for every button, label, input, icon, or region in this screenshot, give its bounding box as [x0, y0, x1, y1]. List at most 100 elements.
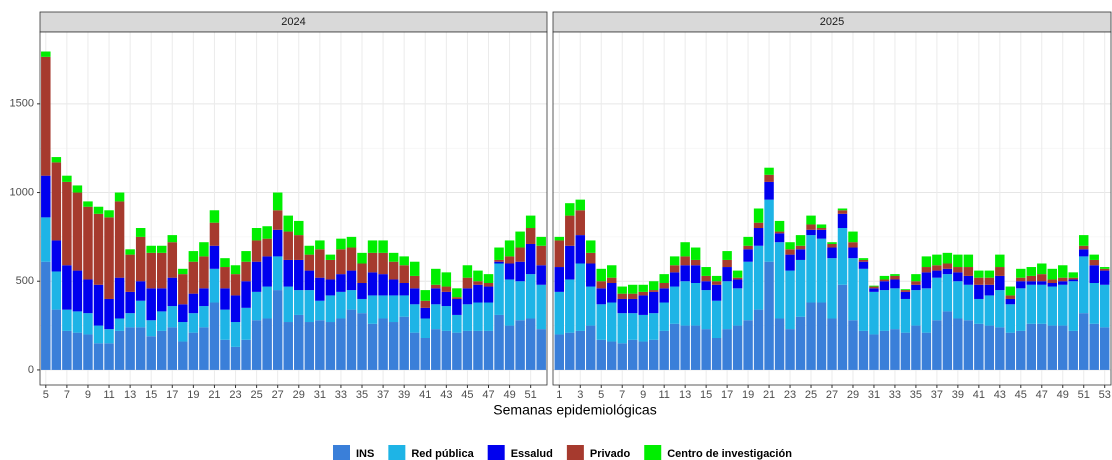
- bar-segment: [753, 222, 764, 229]
- bar-segment: [188, 293, 199, 314]
- bar-segment: [135, 300, 146, 328]
- bar-segment: [315, 240, 325, 250]
- bar-segment: [785, 254, 795, 271]
- bar-segment: [251, 240, 262, 262]
- bar-segment: [272, 192, 283, 211]
- bar-segment: [816, 228, 827, 230]
- bar-segment: [774, 318, 785, 370]
- x-tick-label: 11: [103, 389, 114, 401]
- bar-segment: [104, 298, 114, 330]
- bar-segment: [315, 277, 325, 301]
- bar-segment: [114, 330, 125, 370]
- bar-segment: [1099, 270, 1110, 285]
- bar-segment: [93, 325, 104, 344]
- bar-segment: [816, 224, 827, 229]
- x-tick-label: 11: [658, 389, 669, 401]
- bar-segment: [452, 332, 462, 370]
- bar-segment: [157, 288, 167, 312]
- bar-segment: [764, 181, 774, 200]
- bar-segment: [743, 249, 753, 262]
- bar-segment: [837, 228, 848, 285]
- bar-segment: [806, 215, 816, 225]
- x-tick-label: 23: [784, 389, 796, 401]
- bar-segment: [911, 274, 921, 282]
- bar-segment: [586, 325, 596, 370]
- bar-segment: [230, 346, 241, 370]
- bar-segment: [879, 279, 890, 282]
- bar-segment: [441, 286, 452, 292]
- x-tick-label: 37: [377, 389, 389, 401]
- x-tick-label: 45: [461, 389, 473, 401]
- bar-segment: [659, 288, 669, 303]
- bar-segment: [462, 330, 473, 370]
- bar-segment: [367, 240, 378, 253]
- bar-segment: [483, 274, 494, 284]
- bar-segment: [984, 325, 995, 370]
- panel-border: [39, 31, 548, 386]
- x-tick-label: 13: [124, 389, 136, 401]
- bar-segment: [536, 265, 546, 285]
- bar-segment: [565, 203, 575, 216]
- bar-segment: [1047, 283, 1057, 287]
- bar-segment: [816, 238, 827, 303]
- bar-segment: [504, 325, 515, 370]
- bar-segment: [575, 199, 585, 211]
- x-tick-label: 49: [1057, 389, 1069, 401]
- x-tick-label: 53: [1099, 389, 1111, 401]
- bar-segment: [272, 229, 283, 257]
- bar-segment: [638, 291, 648, 296]
- x-tick-label: 19: [187, 389, 199, 401]
- strip-title: 2025: [820, 16, 844, 28]
- bar-segment: [420, 290, 430, 301]
- bar-segment: [378, 252, 388, 275]
- bar-segment: [648, 313, 659, 340]
- bar-segment: [262, 286, 272, 319]
- bar-segment: [795, 245, 806, 250]
- bar-segment: [473, 330, 483, 370]
- bar-segment: [690, 247, 701, 260]
- bar-segment: [304, 254, 315, 271]
- bar-segment: [420, 337, 430, 370]
- bar-segment: [483, 286, 494, 303]
- x-tick-label: 17: [166, 389, 178, 401]
- bar-segment: [1016, 268, 1026, 278]
- bar-segment: [617, 293, 627, 299]
- bar-segment: [890, 274, 900, 276]
- bar-segment: [125, 313, 135, 328]
- bar-segment: [774, 233, 785, 243]
- bar-segment: [659, 274, 669, 284]
- bar-segment: [921, 288, 932, 333]
- bar-segment: [1058, 277, 1068, 282]
- bar-segment: [420, 318, 430, 338]
- bar-segment: [209, 222, 220, 246]
- bar-segment: [669, 256, 680, 266]
- bar-segment: [837, 213, 848, 229]
- bar-segment: [209, 210, 220, 223]
- bar-segment: [795, 316, 806, 370]
- bar-segment: [473, 284, 483, 303]
- x-tick-label: 37: [931, 389, 943, 401]
- bar-segment: [125, 327, 135, 370]
- bar-segment: [1079, 249, 1089, 257]
- bar-segment: [525, 215, 536, 229]
- bar-segment: [367, 295, 378, 324]
- bar-segment: [1037, 263, 1047, 275]
- bar-segment: [942, 263, 953, 269]
- bar-segment: [262, 238, 272, 257]
- x-tick-label: 25: [805, 389, 817, 401]
- bar-segment: [346, 247, 357, 271]
- bar-segment: [1079, 235, 1089, 246]
- bar-segment: [336, 274, 346, 292]
- bar-segment: [209, 268, 220, 303]
- bar-segment: [900, 298, 911, 333]
- strip-title: 2024: [281, 16, 305, 28]
- bar-segment: [942, 268, 953, 275]
- bar-segment: [41, 51, 51, 57]
- bar-segment: [114, 192, 125, 202]
- bar-segment: [596, 304, 606, 340]
- bar-segment: [325, 254, 336, 260]
- bar-segment: [83, 313, 93, 335]
- bar-segment: [554, 334, 565, 370]
- bar-segment: [753, 245, 764, 310]
- bar-segment: [346, 309, 357, 370]
